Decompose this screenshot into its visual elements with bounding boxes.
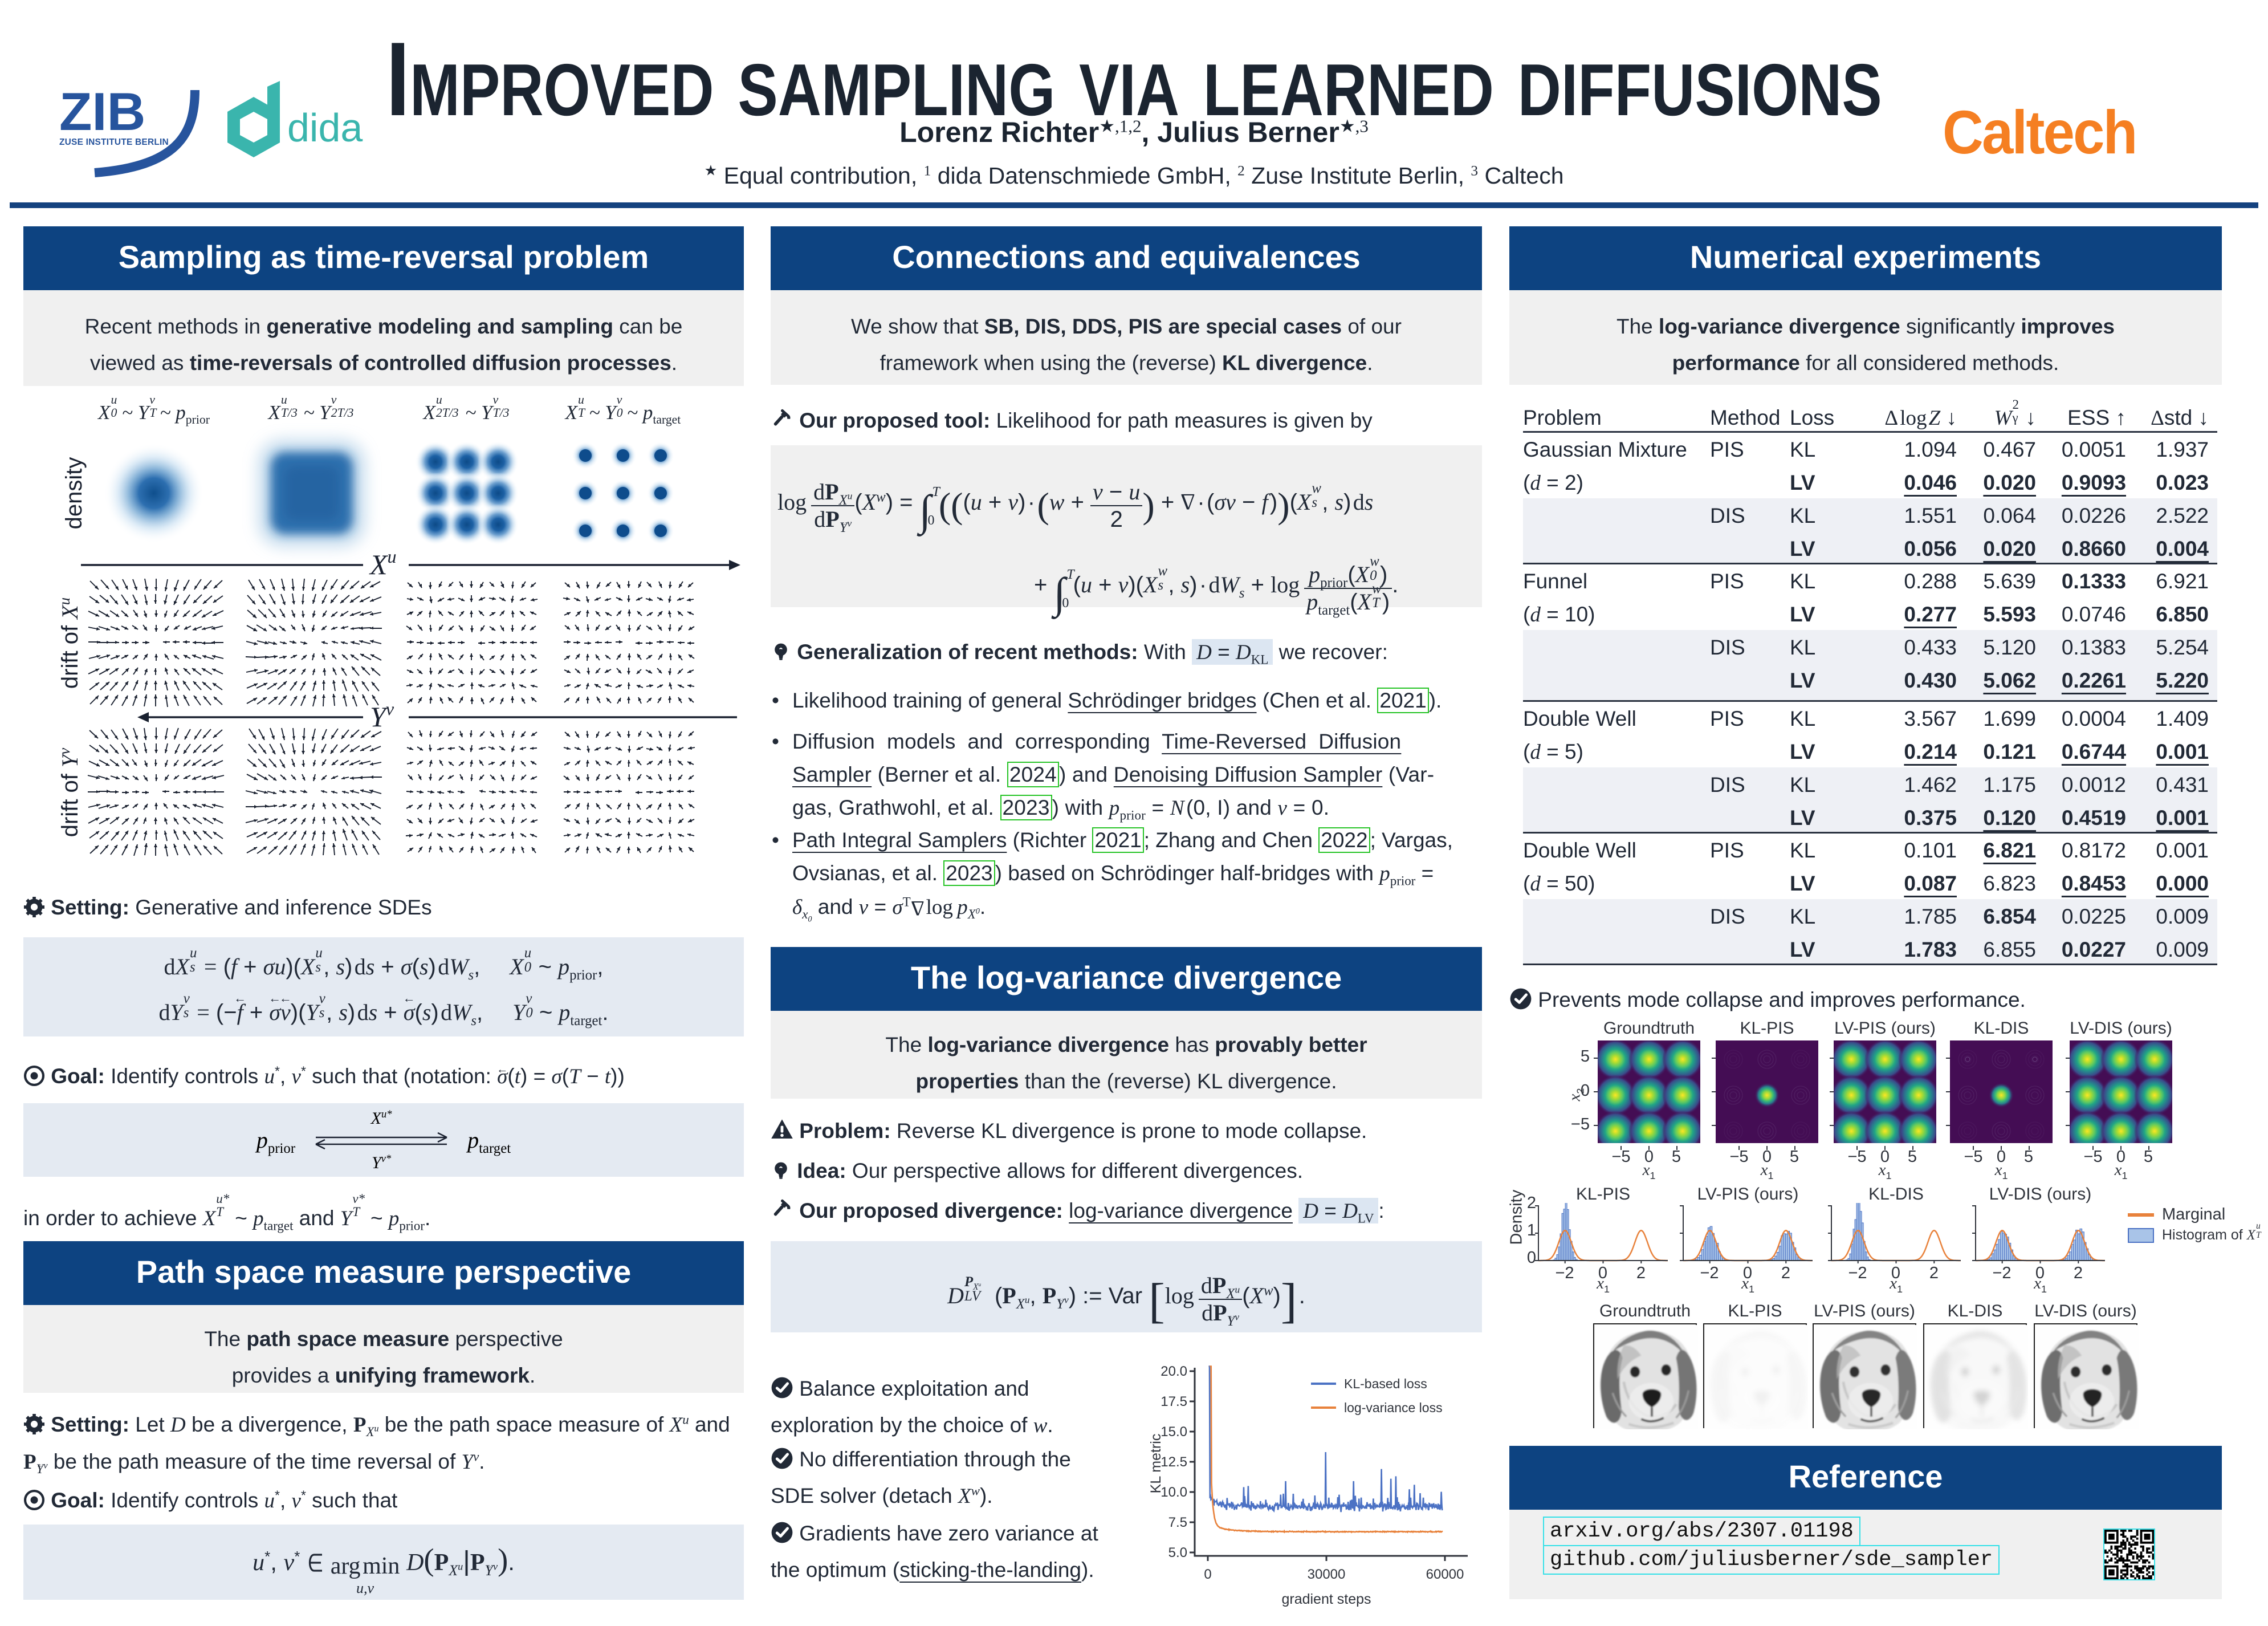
svg-text:ZUSE INSTITUTE BERLIN: ZUSE INSTITUTE BERLIN [59, 137, 169, 147]
svg-text:KL-based loss: KL-based loss [1344, 1376, 1427, 1391]
svg-text:17.5: 17.5 [1161, 1394, 1187, 1409]
svg-text:dida: dida [287, 105, 363, 150]
svg-text:ZIB: ZIB [59, 89, 145, 141]
svg-text:60000: 60000 [1426, 1567, 1464, 1582]
svg-text:7.5: 7.5 [1168, 1515, 1187, 1530]
svg-text:drift of Yv: drift of Yv [56, 748, 83, 838]
svg-text:KL metric: KL metric [1148, 1434, 1164, 1494]
svg-text:15.0: 15.0 [1161, 1424, 1187, 1440]
svg-text:10.0: 10.0 [1161, 1485, 1187, 1500]
svg-text:density: density [62, 457, 87, 530]
svg-text:20.0: 20.0 [1161, 1364, 1187, 1379]
svg-text:Xu: Xu [369, 546, 397, 580]
svg-text:30000: 30000 [1308, 1567, 1346, 1582]
svg-text:log-variance loss: log-variance loss [1344, 1400, 1443, 1415]
svg-text:gradient steps: gradient steps [1281, 1591, 1371, 1607]
svg-text:0: 0 [1204, 1567, 1211, 1582]
svg-text:5.0: 5.0 [1168, 1545, 1187, 1560]
svg-text:Yv: Yv [370, 698, 394, 733]
svg-text:12.5: 12.5 [1161, 1454, 1187, 1470]
svg-text:drift of Xu: drift of Xu [56, 597, 83, 689]
